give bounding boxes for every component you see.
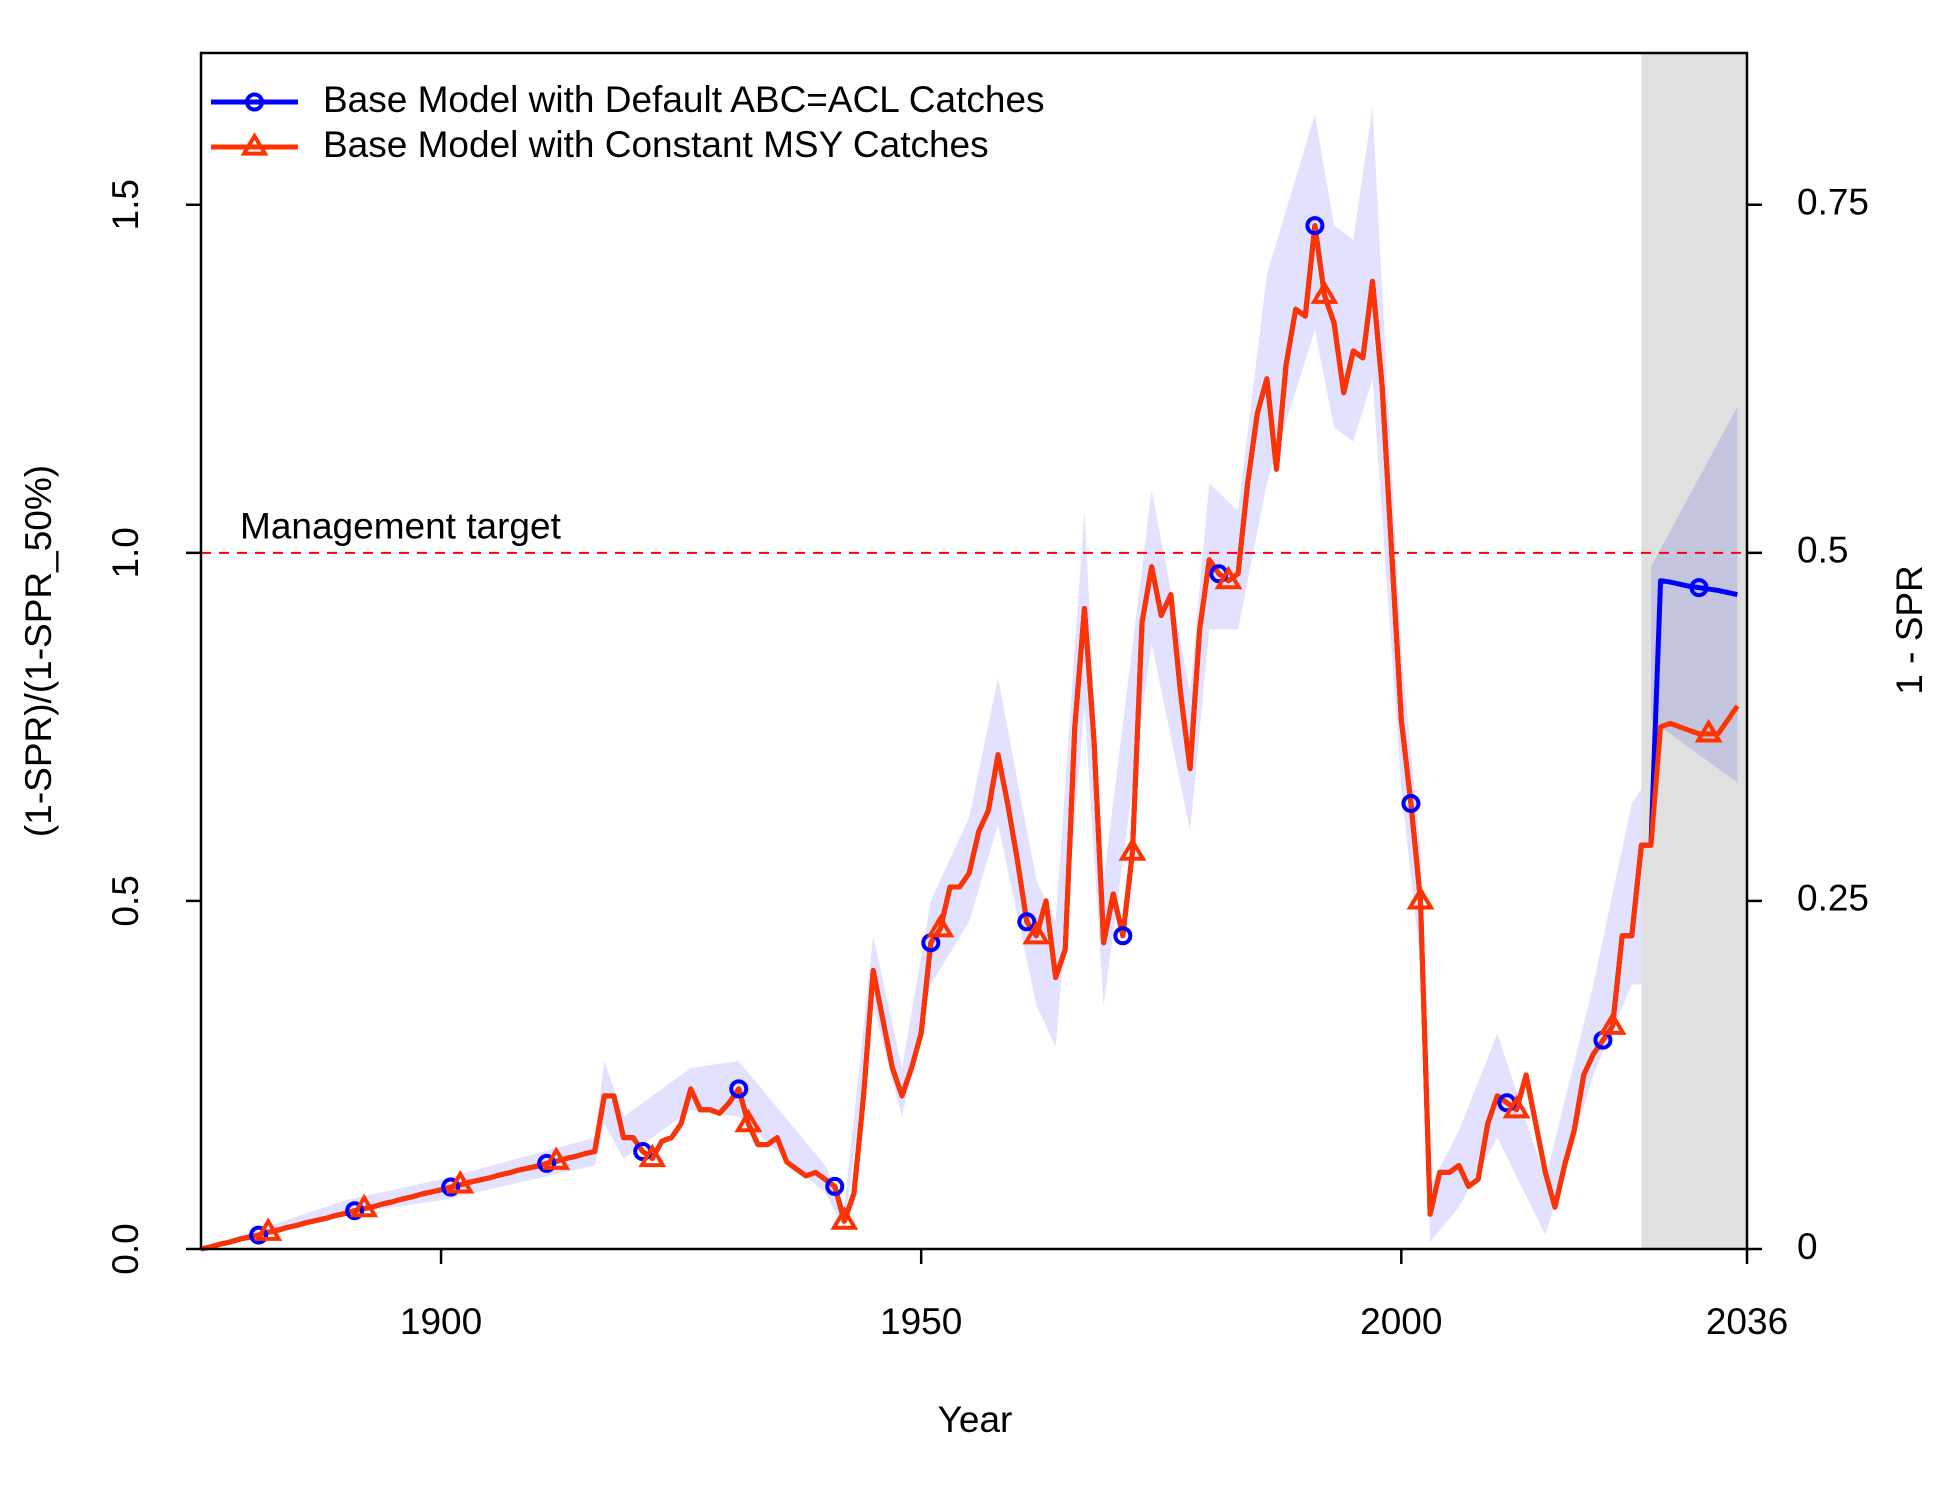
y2-tick-label: 0.25 [1797,878,1869,919]
data-point [240,132,269,156]
data-point [345,1201,365,1221]
data-point [1406,886,1435,910]
data-point [542,1146,571,1170]
x-tick-label: 2000 [1360,1301,1442,1342]
y-tick-label: 1.0 [105,527,146,578]
data-point [1401,793,1421,813]
legend-label: Base Model with Default ABC=ACL Catches [323,79,1045,120]
data-point [1113,926,1133,946]
data-point [825,1176,845,1196]
y-tick-label: 0.0 [105,1223,146,1274]
x-tick-label: 1900 [400,1301,482,1342]
y2-tick-label: 0.5 [1797,530,1848,571]
reference-label: Management target [240,506,562,547]
data-point [1017,912,1037,932]
x-tick-label: 2036 [1706,1301,1788,1342]
y2-tick-label: 0.75 [1797,182,1869,223]
data-point [249,1225,269,1245]
legend-label: Base Model with Constant MSY Catches [323,124,989,165]
data-point [1598,1011,1627,1035]
data-point [1022,920,1051,945]
data-point [1689,578,1709,598]
y-tick-label: 0.5 [105,875,146,926]
data-point [729,1079,749,1099]
data-point [1502,1094,1531,1119]
data-point [1305,216,1325,236]
data-point [1214,565,1243,590]
y2-tick-label: 0 [1797,1226,1818,1267]
y-axis-label: (1-SPR)/(1-SPR_50%) [18,465,59,837]
plot-frame [199,51,1749,1251]
x-tick-label: 1950 [880,1301,962,1342]
y-tick-label: 1.5 [105,179,146,230]
data-point [734,1108,763,1133]
data-point [350,1193,379,1218]
data-point [830,1206,859,1230]
data-point [254,1217,283,1241]
data-point [441,1177,461,1197]
data-point [926,913,955,938]
x-axis-label: Year [938,1399,1013,1440]
data-point [446,1170,475,1194]
data-point [537,1153,557,1173]
data-point [1118,837,1147,861]
y2-axis-label: 1 - SPR [1889,565,1930,695]
data-point [1694,718,1723,743]
data-point [245,92,264,112]
data-point [638,1143,667,1168]
data-point [1310,280,1339,304]
